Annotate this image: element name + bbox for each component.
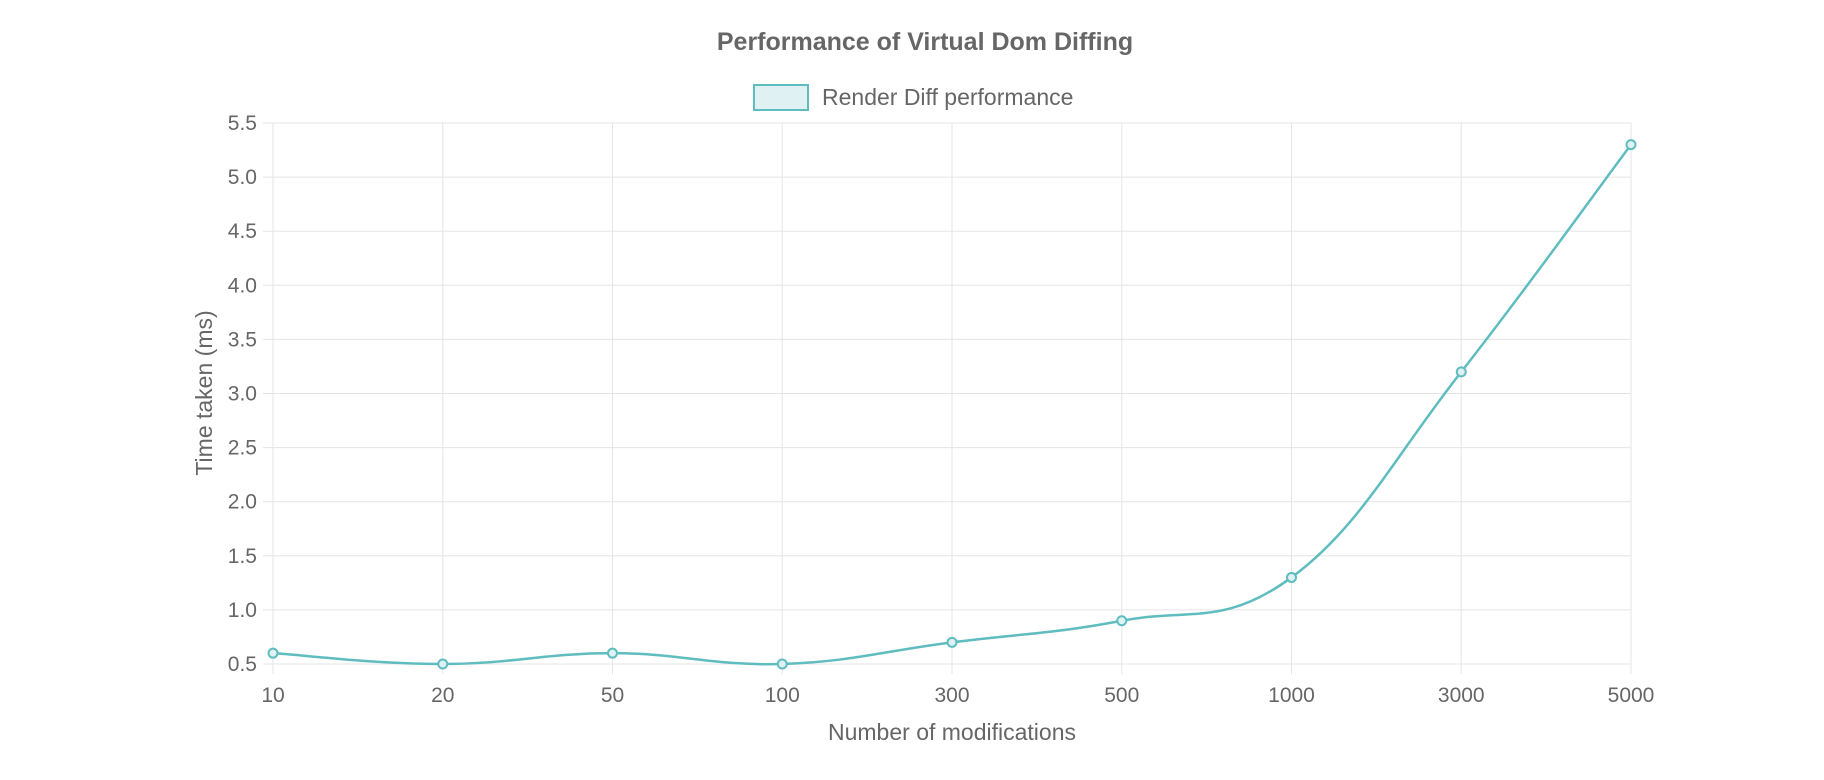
y-axis-title: Time taken (ms) (191, 310, 217, 475)
x-axis-title: Number of modifications (828, 719, 1076, 745)
x-tick-label: 300 (934, 684, 969, 707)
data-points[interactable] (267, 139, 1637, 670)
x-tick-label: 500 (1104, 684, 1139, 707)
data-point[interactable] (1455, 366, 1467, 378)
legend[interactable]: Render Diff performance (753, 84, 1073, 111)
y-tick-label: 2.5 (228, 437, 257, 460)
y-tick-label: 4.0 (228, 274, 257, 297)
y-tick-label: 1.0 (228, 599, 257, 622)
x-tick-label: 5000 (1608, 684, 1655, 707)
data-point[interactable] (776, 658, 788, 670)
y-axis-ticks: 0.5 1.0 1.5 2.0 2.5 3.0 3.5 4.0 4.5 5.0 5.5 (228, 112, 257, 676)
y-tick-label: 0.5 (228, 653, 257, 676)
chart-title: Performance of Virtual Dom Diffing (717, 28, 1133, 56)
x-axis-ticks: 10 20 50 100 300 500 1000 3000 5000 (261, 684, 1654, 707)
y-tick-label: 2.0 (228, 491, 257, 514)
y-tick-label: 5.5 (228, 112, 257, 135)
y-tick-label: 5.0 (228, 166, 257, 189)
data-point[interactable] (1116, 615, 1128, 627)
data-point[interactable] (1625, 139, 1637, 151)
x-tick-label: 3000 (1438, 684, 1485, 707)
x-tick-label: 100 (765, 684, 800, 707)
y-tick-label: 4.5 (228, 220, 257, 243)
data-point[interactable] (946, 636, 958, 648)
y-tick-label: 3.5 (228, 328, 257, 351)
series-line (272, 143, 1633, 666)
data-point[interactable] (1286, 571, 1297, 583)
y-tick-label: 3.0 (228, 383, 257, 406)
data-point[interactable] (437, 658, 449, 670)
x-tick-label: 50 (601, 684, 624, 707)
x-tick-label: 10 (261, 684, 284, 707)
x-tick-label: 20 (431, 684, 454, 707)
legend-label[interactable]: Render Diff performance (822, 84, 1073, 110)
data-point[interactable] (267, 647, 279, 659)
legend-swatch[interactable] (753, 84, 809, 111)
grid (263, 122, 1632, 674)
x-tick-label: 1000 (1268, 684, 1315, 707)
data-point[interactable] (607, 647, 618, 659)
y-tick-label: 1.5 (228, 545, 257, 568)
